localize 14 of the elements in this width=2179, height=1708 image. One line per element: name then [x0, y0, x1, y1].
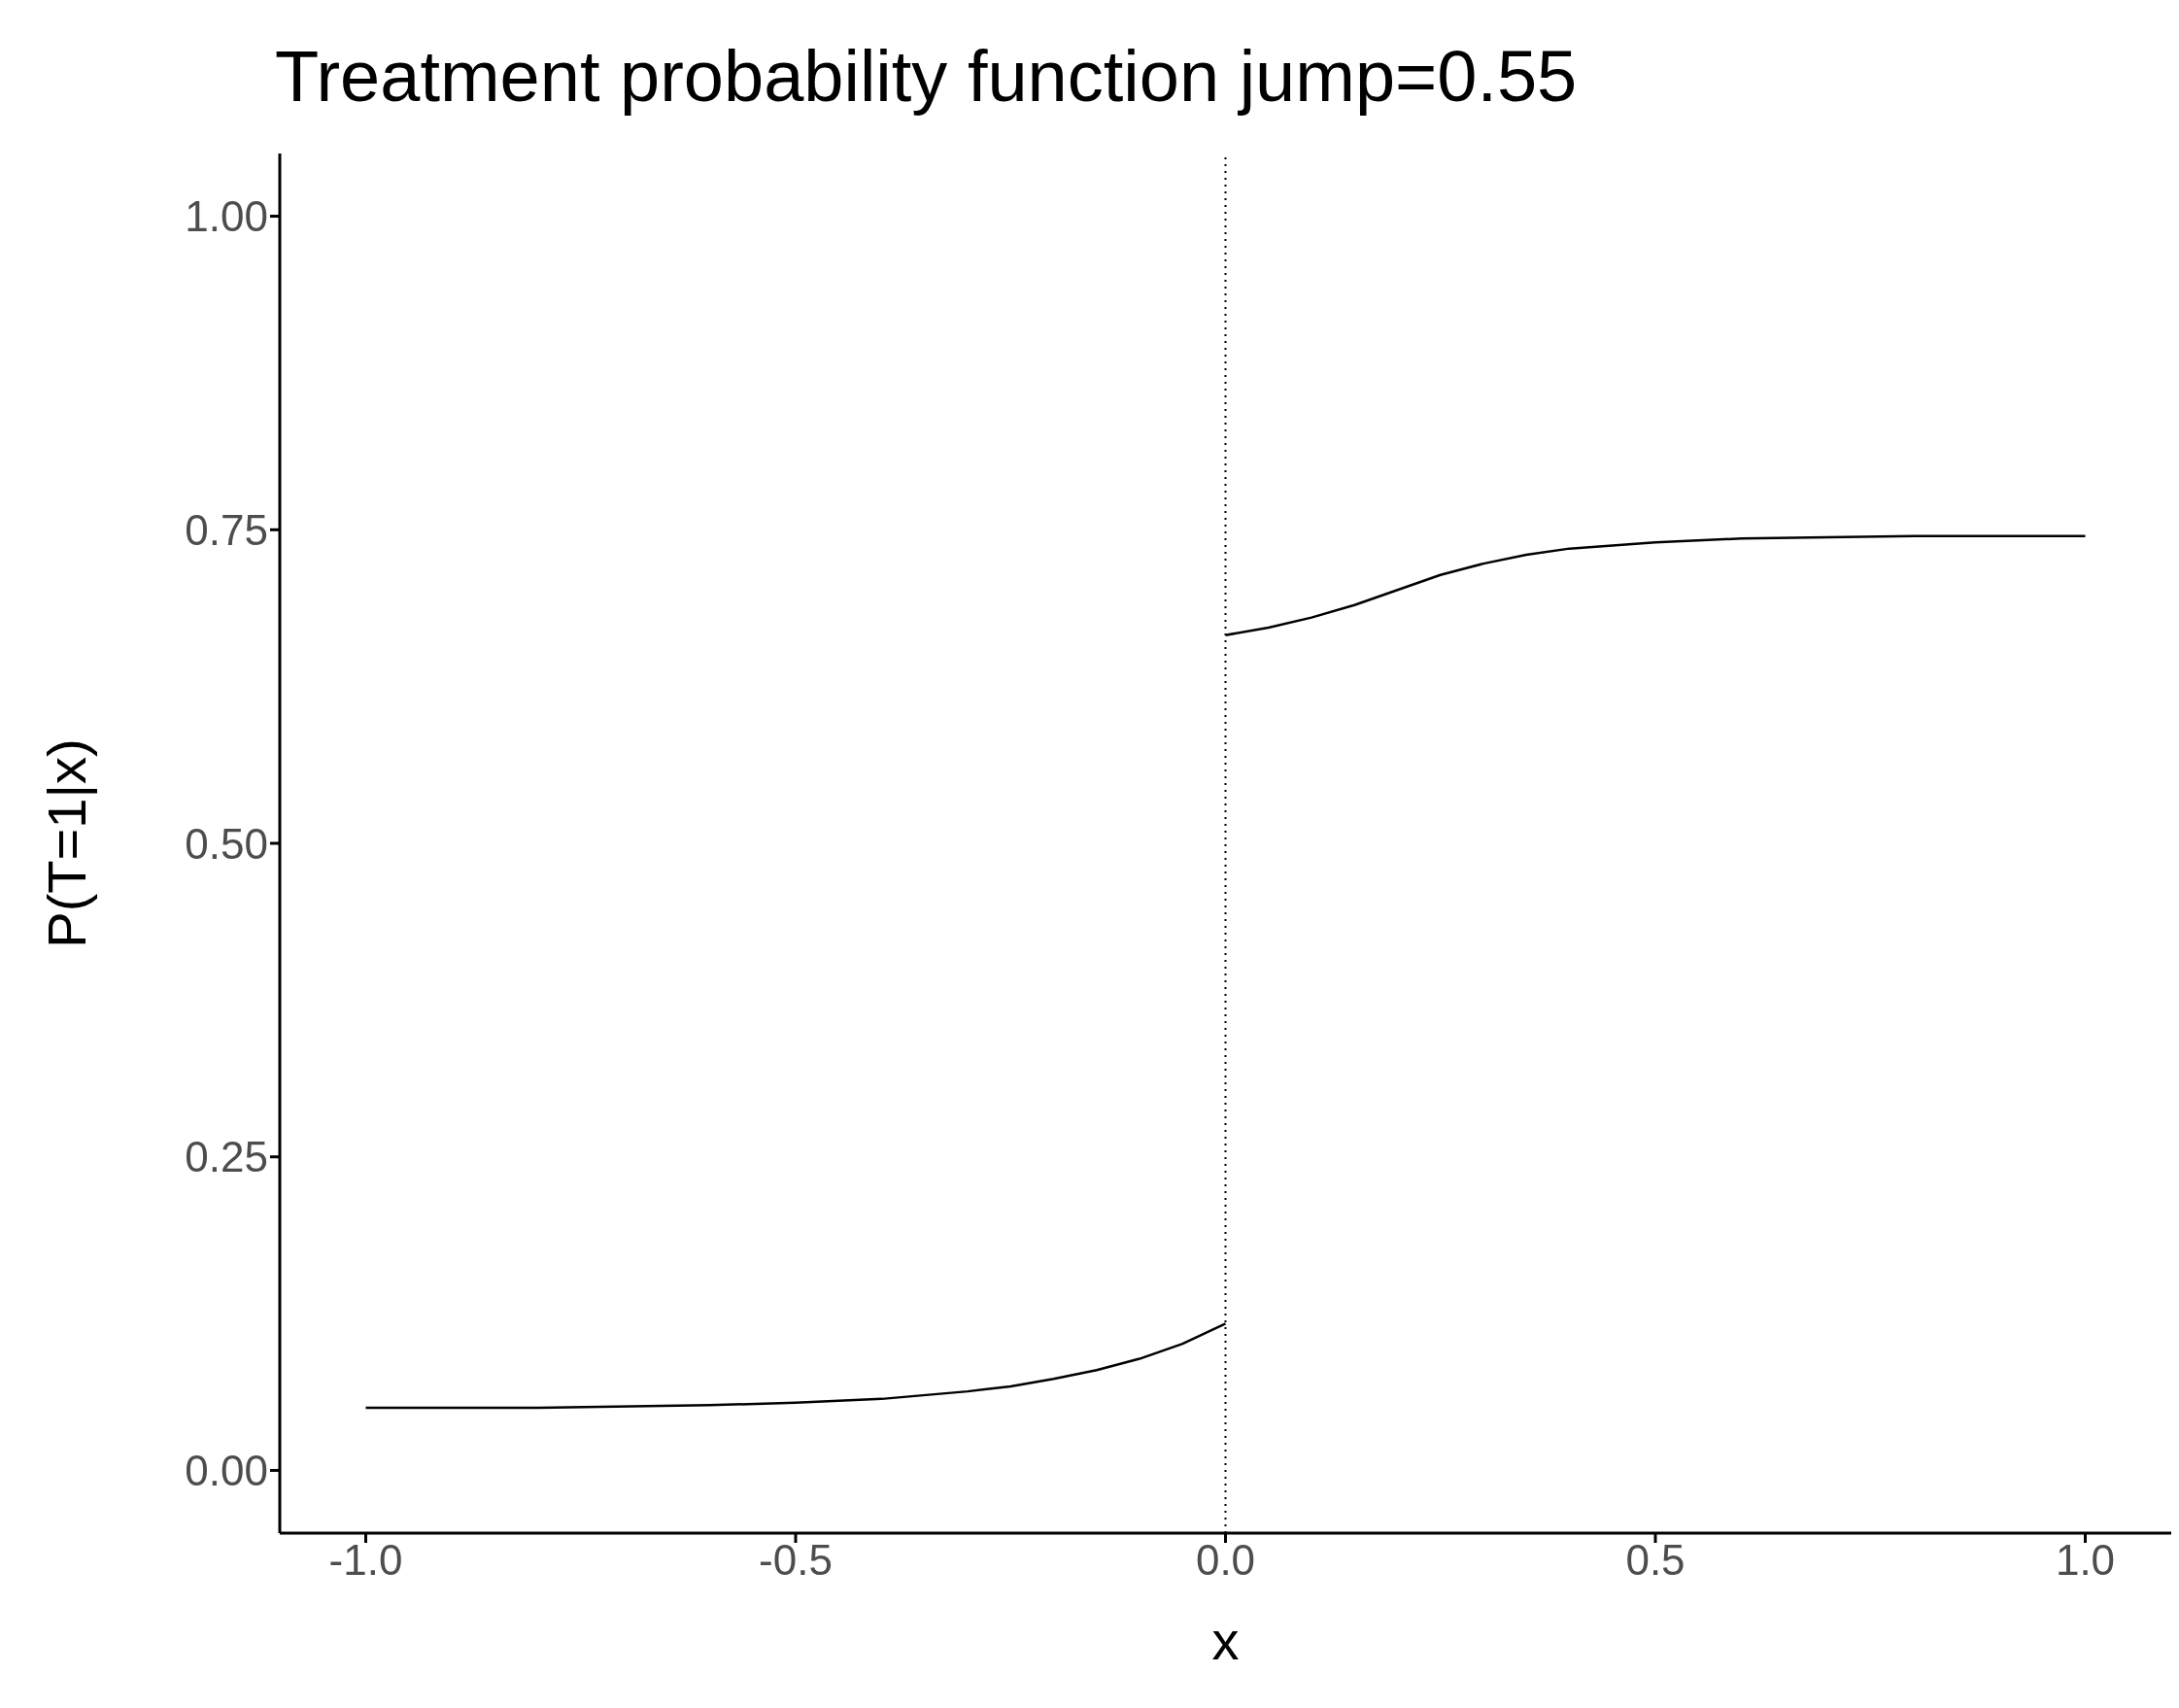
x-tick-label: 1.0	[2055, 1536, 2116, 1585]
y-axis-title: P(T=1|x)	[35, 738, 97, 948]
x-tick-label: -1.0	[328, 1536, 403, 1585]
x-tick-label: 0.5	[1625, 1536, 1685, 1585]
y-tick-label: 0.50	[185, 819, 268, 868]
x-tick-label: -0.5	[759, 1536, 833, 1585]
line-series	[1224, 534, 2087, 636]
x-tick-label: 0.0	[1195, 1536, 1256, 1585]
chart-title: Treatment probability function jump=0.55	[275, 35, 1578, 118]
y-tick-label: 0.75	[185, 505, 268, 554]
y-tick-label: 1.00	[185, 192, 268, 241]
x-axis-title: x	[1211, 1610, 1240, 1671]
y-tick-label: 0.00	[185, 1447, 268, 1495]
y-tick-label: 0.25	[185, 1133, 268, 1181]
